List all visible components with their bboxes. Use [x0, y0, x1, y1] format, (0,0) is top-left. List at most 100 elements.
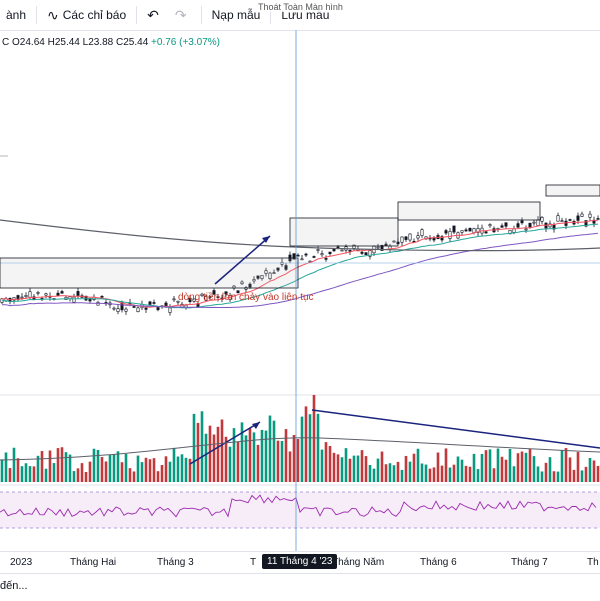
consolidation-box	[545, 184, 600, 197]
volume-bar	[220, 419, 224, 482]
candle-body	[348, 249, 352, 252]
volume-bar	[40, 451, 44, 482]
volume-bar	[440, 465, 444, 482]
candle-body	[292, 253, 296, 260]
volume-bar	[52, 463, 56, 482]
volume-bar	[556, 471, 560, 482]
candle-body	[224, 291, 228, 295]
price-chart[interactable]	[0, 30, 600, 551]
candle-body	[100, 296, 104, 298]
candle-body	[380, 245, 384, 251]
time-axis[interactable]: 2023 Tháng Hai Tháng 3 T Tháng Năm Tháng…	[0, 551, 600, 574]
candle-body	[416, 235, 420, 239]
volume-bar	[536, 466, 540, 482]
x-tick-label: T	[250, 557, 257, 568]
legend-prefix: C	[2, 37, 10, 48]
volume-bar	[188, 458, 192, 482]
volume-bar	[80, 463, 84, 482]
volume-bar	[48, 450, 52, 482]
volume-bar	[356, 455, 360, 482]
volume-bar	[164, 456, 168, 482]
legend-change: +0.76 (+3.07%)	[151, 37, 220, 48]
chart-annotation[interactable]: dòng tiền lớn chảy vào liên tục	[178, 292, 314, 303]
volume-bar	[336, 454, 340, 482]
candle-body	[44, 293, 48, 296]
candle-body	[504, 222, 508, 227]
candle-body	[300, 258, 304, 261]
volume-bar	[212, 434, 216, 482]
load-template-button[interactable]: Nạp mẫu	[211, 8, 261, 22]
candle-body	[208, 296, 212, 298]
volume-bar	[360, 450, 364, 482]
volume-bar	[260, 429, 264, 482]
candle-body	[248, 283, 252, 288]
volume-bar	[244, 435, 248, 482]
candle-body	[400, 236, 404, 243]
candle-body	[444, 230, 448, 234]
volume-bar	[112, 454, 116, 482]
undo-button[interactable]: ↶	[141, 0, 169, 30]
volume-bar	[304, 406, 308, 482]
volume-bar	[36, 455, 40, 482]
consolidation-box	[0, 257, 299, 289]
volume-bar	[436, 452, 440, 482]
candle-body	[256, 275, 260, 279]
candle-body	[440, 236, 444, 241]
volume-bar	[548, 457, 552, 482]
candle-body	[376, 246, 380, 249]
volume-bar	[428, 468, 432, 482]
volume-bar	[516, 453, 520, 482]
volume-bar	[172, 447, 176, 482]
volume-bar	[56, 448, 60, 482]
volume-bar	[28, 466, 32, 482]
volume-bar	[384, 464, 388, 482]
volume-bar	[528, 448, 532, 482]
volume-bar	[236, 441, 240, 482]
candle-body	[452, 225, 456, 233]
volume-bar	[316, 413, 320, 482]
price-pane	[0, 155, 600, 486]
x-tick-label: Tháng 3	[157, 557, 194, 568]
redo-button[interactable]: ↷	[169, 0, 197, 30]
candle-body	[20, 296, 24, 299]
volume-bar	[364, 456, 368, 482]
volume-bar	[564, 448, 568, 482]
candle-body	[484, 231, 488, 234]
volume-bar	[552, 471, 556, 482]
toolbar-divider	[36, 6, 38, 24]
volume-bar	[520, 451, 524, 482]
volume-bar	[208, 425, 212, 482]
volume-bar	[200, 411, 204, 482]
status-text: đến...	[0, 580, 28, 592]
volume-bar	[280, 440, 284, 482]
candle-body	[240, 281, 244, 285]
indicators-button[interactable]: ∿ Các chỉ báo	[47, 6, 127, 23]
volume-bar	[444, 448, 448, 482]
toolbar-partial-item[interactable]: ành	[6, 8, 27, 22]
volume-bar	[524, 452, 528, 482]
volume-bar	[12, 447, 16, 482]
consolidation-box	[397, 201, 541, 221]
candle-body	[312, 256, 316, 258]
candle-body	[200, 293, 204, 296]
volume-bar	[76, 468, 80, 482]
volume-bar	[432, 467, 436, 482]
candle-body	[204, 296, 208, 301]
volume-bar	[156, 471, 160, 482]
candle-body	[404, 236, 408, 240]
candle-body	[84, 295, 88, 301]
candle-body	[332, 248, 336, 252]
candle-body	[464, 229, 468, 232]
volume-bar	[544, 462, 548, 482]
candle-body	[468, 227, 472, 232]
volume-bar	[120, 462, 124, 482]
ma-long-line	[0, 219, 600, 252]
volume-bar	[592, 460, 596, 482]
candle-body	[148, 301, 152, 305]
candle-body	[516, 223, 520, 228]
candle-body	[176, 300, 180, 303]
candle-body	[56, 292, 60, 296]
x-tick-label: Tháng 6	[420, 557, 457, 568]
volume-bar	[224, 436, 228, 482]
candle-body	[580, 213, 584, 217]
